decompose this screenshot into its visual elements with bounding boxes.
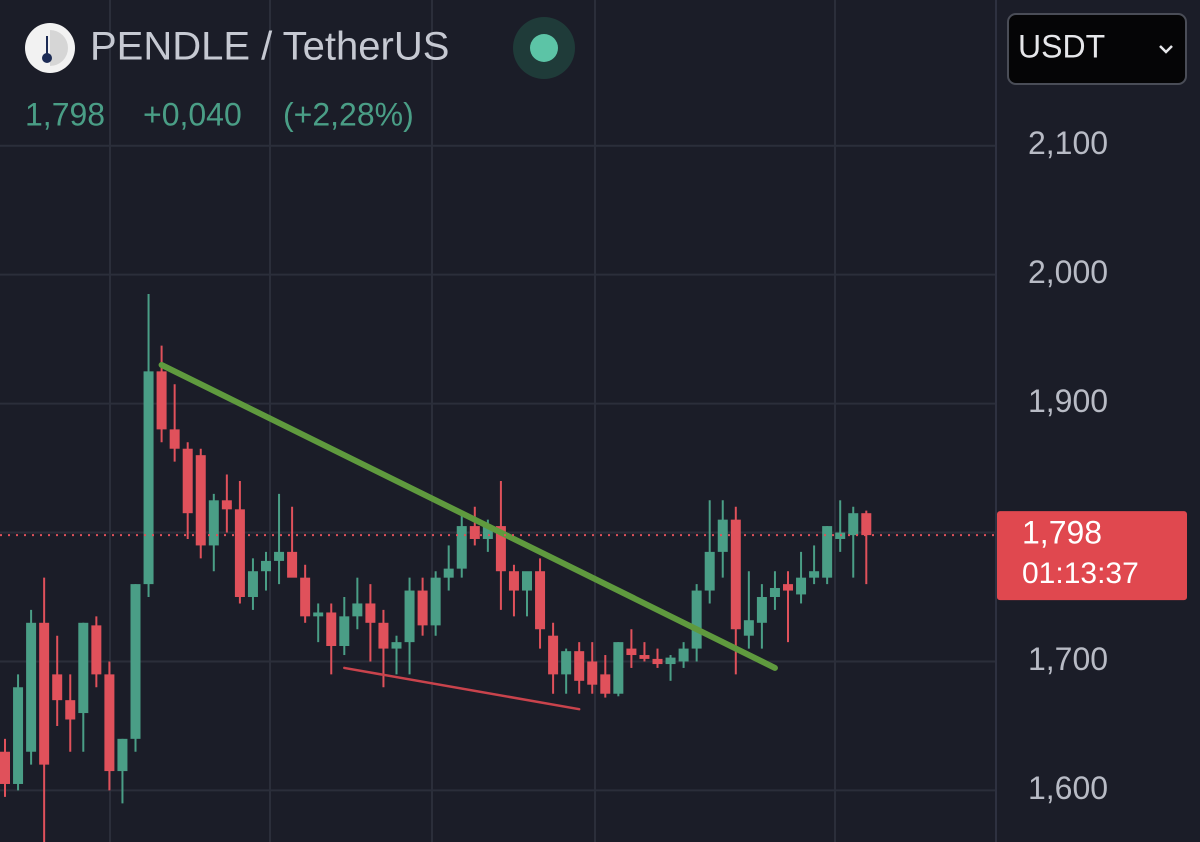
candle-body <box>796 577 807 595</box>
candle-body <box>313 612 324 617</box>
last-price: 1,798 <box>25 96 105 132</box>
candle-body <box>404 590 415 643</box>
candle-body <box>717 519 728 552</box>
candle-body <box>326 612 337 647</box>
candle-body <box>861 513 872 536</box>
trend-lines <box>0 361 996 711</box>
candle-body <box>234 509 245 598</box>
icon-part <box>50 30 68 66</box>
candle-body <box>13 687 24 784</box>
candle-body <box>104 674 115 772</box>
candle-body <box>848 513 859 536</box>
header: PENDLE / TetherUS 1,798 +0,040 (+2,28%) <box>25 17 575 132</box>
candle-body <box>822 526 833 578</box>
price-tag-countdown: 01:13:37 <box>1022 557 1139 590</box>
candle-body <box>561 651 572 675</box>
candle-body <box>221 500 232 510</box>
candle-body <box>261 560 271 572</box>
candle-body <box>809 571 820 578</box>
candle-body <box>208 500 219 546</box>
candle-body <box>182 448 193 514</box>
candle-body <box>522 571 532 591</box>
currency-label: USDT <box>1018 28 1105 64</box>
candle-body <box>430 577 441 626</box>
candle-body <box>91 625 102 675</box>
candle-body <box>443 568 454 578</box>
candle-body <box>247 571 258 598</box>
candle-body <box>0 751 10 784</box>
y-tick-label: 1,700 <box>1028 641 1108 677</box>
candle-body <box>652 658 663 665</box>
candle-body <box>704 551 715 591</box>
candle-body <box>691 590 702 649</box>
candle-body <box>391 642 402 649</box>
candle-body <box>65 700 76 720</box>
candle-body <box>26 622 37 752</box>
candle-body <box>287 551 298 578</box>
currency-dropdown[interactable]: USDT <box>1007 13 1187 85</box>
candle-body <box>482 526 493 539</box>
candle-body <box>613 642 624 694</box>
candle-body <box>169 429 180 449</box>
trend-line <box>158 361 778 671</box>
dropdown-chevron <box>1159 45 1173 54</box>
candle-body <box>587 661 598 685</box>
candle-body <box>117 738 128 772</box>
candle-body <box>417 590 428 626</box>
candle-body <box>39 622 50 765</box>
candle-body <box>495 526 506 572</box>
candle-body <box>352 603 363 617</box>
symbol-title: PENDLE / TetherUS <box>90 25 449 69</box>
candle-body <box>600 674 611 694</box>
candle-body <box>508 571 519 591</box>
candle-body <box>678 648 689 662</box>
candle-body <box>626 648 637 656</box>
candle-body <box>130 584 141 739</box>
icon-part <box>42 53 52 63</box>
price-change-percent: (+2,28%) <box>283 96 414 132</box>
candle-body <box>378 622 389 649</box>
y-tick-label: 2,000 <box>1028 254 1108 290</box>
candle-body <box>769 587 780 598</box>
price-axis: 1,6001,7001,8001,9002,0002,1001,79801:13… <box>997 125 1187 806</box>
candle-body <box>665 657 676 665</box>
candle-body <box>783 584 793 591</box>
candle-body <box>300 577 311 617</box>
candle-body <box>52 674 63 701</box>
candle-body <box>339 616 350 647</box>
y-tick-label: 1,600 <box>1028 770 1108 806</box>
candle-body <box>743 620 754 636</box>
candle-body <box>639 655 650 659</box>
candles <box>0 293 872 842</box>
status-dot <box>530 34 558 62</box>
candle-body <box>574 651 585 681</box>
candle-body <box>78 622 89 714</box>
candle-body <box>730 519 741 630</box>
candle-body <box>143 371 154 585</box>
y-tick-label: 2,100 <box>1028 125 1108 161</box>
candle-body <box>456 526 467 569</box>
price-tag <box>997 511 1187 601</box>
candle-body <box>156 371 167 430</box>
y-tick-label: 1,900 <box>1028 383 1108 419</box>
trend-line <box>343 666 581 711</box>
price-change: +0,040 <box>143 96 242 132</box>
candle-body <box>365 603 376 623</box>
price-tag-value: 1,798 <box>1022 515 1102 551</box>
candle-body <box>535 571 546 630</box>
candle-body <box>274 551 285 561</box>
candle-body <box>548 635 559 675</box>
candle-body <box>195 455 206 546</box>
dropdown-box[interactable] <box>1007 13 1187 85</box>
candle-body <box>469 526 480 539</box>
candle-body <box>756 597 767 623</box>
